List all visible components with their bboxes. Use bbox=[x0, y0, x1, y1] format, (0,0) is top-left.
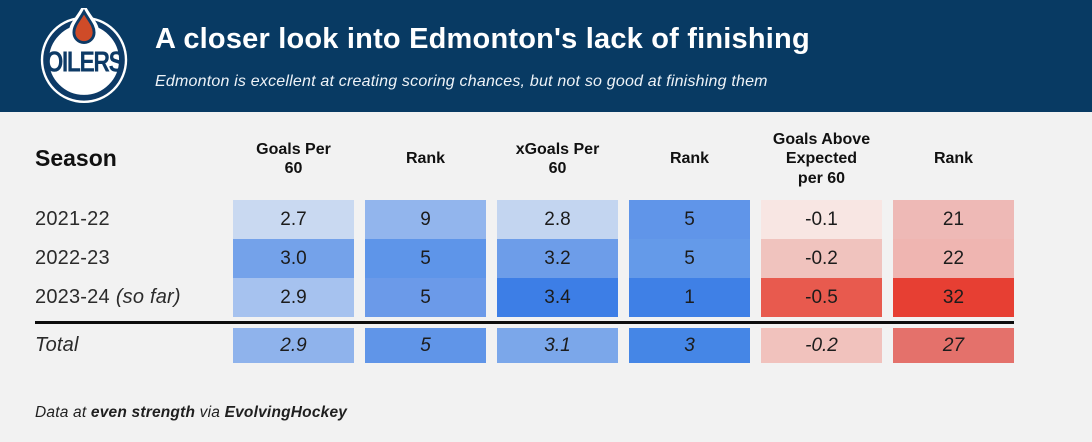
season-text: 2022-23 bbox=[35, 247, 110, 269]
table-cell: 3.0 bbox=[233, 239, 354, 278]
oil-drop-icon bbox=[72, 8, 96, 44]
table-cell: 5 bbox=[365, 328, 486, 363]
season-text: Total bbox=[35, 334, 79, 356]
logo-wordmark: OILERS bbox=[45, 45, 123, 78]
table-cell: -0.2 bbox=[761, 328, 882, 363]
table-row-2022-23: 2022-23 3.0 5 3.2 5 -0.2 22 bbox=[35, 239, 1014, 278]
column-header-rank-3: Rank bbox=[933, 150, 974, 168]
column-header-rank-2: Rank bbox=[669, 150, 710, 168]
table-cell: 5 bbox=[365, 239, 486, 278]
table-row-total: Total 2.9 5 3.1 3 -0.2 27 bbox=[35, 328, 1014, 363]
table-cell: -0.5 bbox=[761, 278, 882, 317]
table-cell: 5 bbox=[629, 200, 750, 239]
table-cell: 2.9 bbox=[233, 278, 354, 317]
footer-middle: via bbox=[195, 404, 225, 421]
footer-prefix: Data at bbox=[35, 404, 91, 421]
stats-table: Season Goals Per 60 Rank xGoals Per 60 R… bbox=[0, 112, 1092, 422]
header-band: OILERS A closer look into Edmonton's lac… bbox=[0, 0, 1092, 112]
table-cell: 21 bbox=[893, 200, 1014, 239]
table-cell: 5 bbox=[629, 239, 750, 278]
header-titles: A closer look into Edmonton's lack of fi… bbox=[155, 23, 810, 91]
table-cell: 32 bbox=[893, 278, 1014, 317]
footer-bold-even-strength: even strength bbox=[90, 404, 196, 421]
column-header-xgoals-per-60: xGoals Per 60 bbox=[515, 140, 600, 177]
table-cell: 22 bbox=[893, 239, 1014, 278]
season-text: 2021-22 bbox=[35, 208, 110, 230]
column-header-goals-per-60: Goals Per 60 bbox=[256, 140, 331, 177]
column-header-rank-1: Rank bbox=[405, 150, 446, 168]
page-title: A closer look into Edmonton's lack of fi… bbox=[155, 23, 810, 55]
column-header-season: Season bbox=[35, 145, 117, 172]
column-header-goals-above-expected: Goals Above Expected per 60 bbox=[772, 131, 871, 187]
total-label: Total bbox=[35, 328, 222, 363]
table-cell: 3 bbox=[629, 328, 750, 363]
table-cell: 3.2 bbox=[497, 239, 618, 278]
table-cell: 1 bbox=[629, 278, 750, 317]
table-cell: 2.8 bbox=[497, 200, 618, 239]
table-row-2023-24: 2023-24 (so far) 2.9 5 3.4 1 -0.5 32 bbox=[35, 278, 1014, 317]
table-header-row: Season Goals Per 60 Rank xGoals Per 60 R… bbox=[35, 130, 1014, 188]
table-body: 2021-22 2.7 9 2.8 5 -0.1 21 2022-23 3.0 … bbox=[35, 200, 1092, 317]
separator-line bbox=[35, 321, 1014, 324]
table-cell: -0.1 bbox=[761, 200, 882, 239]
oilers-logo: OILERS bbox=[40, 8, 128, 104]
table-cell: 5 bbox=[365, 278, 486, 317]
season-note: (so far) bbox=[115, 286, 181, 308]
footer-note: Data at even strength via EvolvingHockey bbox=[35, 404, 1092, 422]
table-row-2021-22: 2021-22 2.7 9 2.8 5 -0.1 21 bbox=[35, 200, 1014, 239]
table-cell: 3.1 bbox=[497, 328, 618, 363]
table-cell: 27 bbox=[893, 328, 1014, 363]
season-label: 2021-22 bbox=[35, 200, 222, 239]
table-cell: 3.4 bbox=[497, 278, 618, 317]
table-cell: 2.9 bbox=[233, 328, 354, 363]
table-cell: -0.2 bbox=[761, 239, 882, 278]
season-label: 2023-24 (so far) bbox=[35, 278, 222, 317]
season-label: 2022-23 bbox=[35, 239, 222, 278]
table-cell: 9 bbox=[365, 200, 486, 239]
footer-bold-evolving-hockey: EvolvingHockey bbox=[224, 404, 348, 421]
table-cell: 2.7 bbox=[233, 200, 354, 239]
season-text: 2023-24 bbox=[35, 286, 110, 308]
page-subtitle: Edmonton is excellent at creating scorin… bbox=[155, 72, 768, 90]
